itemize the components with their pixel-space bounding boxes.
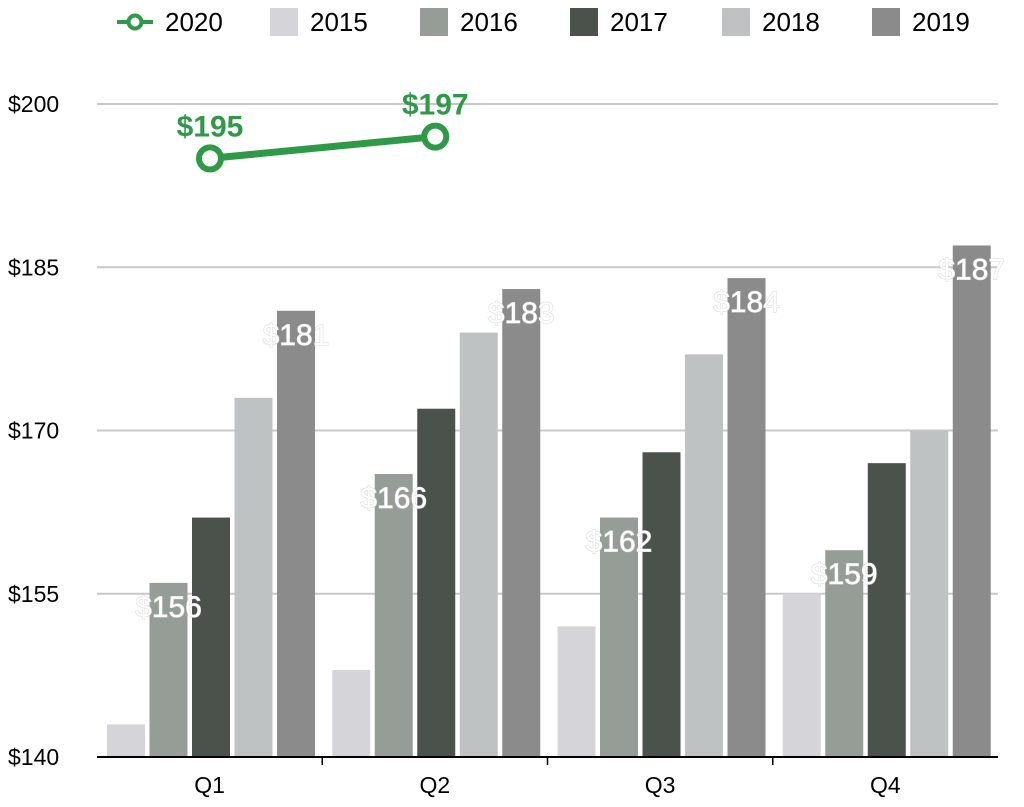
bar-2016-Q1 xyxy=(149,582,188,757)
bar-2018-Q3 xyxy=(685,354,723,757)
legend-item-2018: 2018 xyxy=(722,7,820,37)
bar-2015-Q3 xyxy=(557,626,596,757)
bar-2018-Q2 xyxy=(459,332,498,757)
bar-2019-Q1 xyxy=(277,310,315,757)
legend-item-2019: 2019 xyxy=(872,7,970,37)
legend-item-2017: 2017 xyxy=(570,7,668,37)
legend-label: 2015 xyxy=(310,7,368,37)
x-tick-label: Q3 xyxy=(645,772,676,798)
y-tick-label: $170 xyxy=(8,418,59,444)
line-2020 xyxy=(206,133,439,162)
bar-2017-Q3 xyxy=(642,452,681,757)
data-label: $166 xyxy=(360,482,427,515)
legend-item-2015: 2015 xyxy=(270,7,368,37)
bar-2016-Q2 xyxy=(374,474,413,757)
data-label: $159 xyxy=(811,558,878,591)
bar-2016-Q3 xyxy=(600,517,638,757)
x-axis-ticks: Q1 Q2 Q3 Q4 xyxy=(194,772,901,798)
bar-2019-Q4 xyxy=(952,245,991,757)
legend-item-2016: 2016 xyxy=(420,7,518,37)
bar-2016-Q4 xyxy=(825,550,864,757)
data-label: $184 xyxy=(713,286,780,319)
legend-marker-swatch xyxy=(126,13,144,31)
x-tick-label: Q1 xyxy=(194,772,225,798)
data-label: $197 xyxy=(402,89,469,122)
bars xyxy=(107,245,991,757)
data-label: $181 xyxy=(263,319,330,352)
bar-2017-Q2 xyxy=(417,408,456,757)
y-tick-label: $185 xyxy=(8,254,59,280)
legend-swatch xyxy=(872,8,900,36)
x-tick-label: Q2 xyxy=(420,772,451,798)
legend-swatch xyxy=(722,8,750,36)
x-tick-label: Q4 xyxy=(870,772,901,798)
bar-2018-Q1 xyxy=(234,397,273,757)
bar-2019-Q3 xyxy=(727,278,766,757)
line-series xyxy=(196,122,450,173)
data-label: $162 xyxy=(586,526,653,559)
data-label: $187 xyxy=(938,253,1005,286)
legend-label: 2017 xyxy=(610,7,668,37)
legend-swatch xyxy=(570,8,598,36)
y-tick-label: $155 xyxy=(8,581,59,607)
bar-2017-Q4 xyxy=(867,463,906,757)
line-point-2020 xyxy=(421,122,450,151)
line-point-2020 xyxy=(196,144,224,173)
bar-2018-Q4 xyxy=(910,430,949,757)
legend-item-2020: 2020 xyxy=(117,7,223,37)
gridlines xyxy=(97,103,998,595)
legend-label: 2016 xyxy=(460,7,518,37)
data-label: $195 xyxy=(177,110,244,143)
data-labels: $156 $166 $162 $159 $181 $183 $184 $187 $195 $197 xyxy=(135,89,1006,625)
bar-2015-Q2 xyxy=(332,669,371,757)
bar-2015-Q4 xyxy=(782,593,821,757)
legend: 2020 2015 2016 2017 2018 2019 xyxy=(117,7,970,37)
legend-label: 2019 xyxy=(912,7,970,37)
data-label: $183 xyxy=(488,297,555,330)
legend-swatch xyxy=(270,8,298,36)
legend-swatch xyxy=(420,8,448,36)
legend-label: 2018 xyxy=(762,7,820,37)
bar-2017-Q1 xyxy=(192,517,230,757)
data-label: $156 xyxy=(135,591,202,624)
y-axis-ticks: $140 $155 $170 $185 $200 xyxy=(8,91,59,770)
legend-label: 2020 xyxy=(165,7,223,37)
bar-2019-Q2 xyxy=(502,289,541,757)
axes xyxy=(97,756,998,765)
y-tick-label: $200 xyxy=(8,91,59,117)
bar-2015-Q1 xyxy=(107,724,145,757)
y-tick-label: $140 xyxy=(8,744,59,770)
